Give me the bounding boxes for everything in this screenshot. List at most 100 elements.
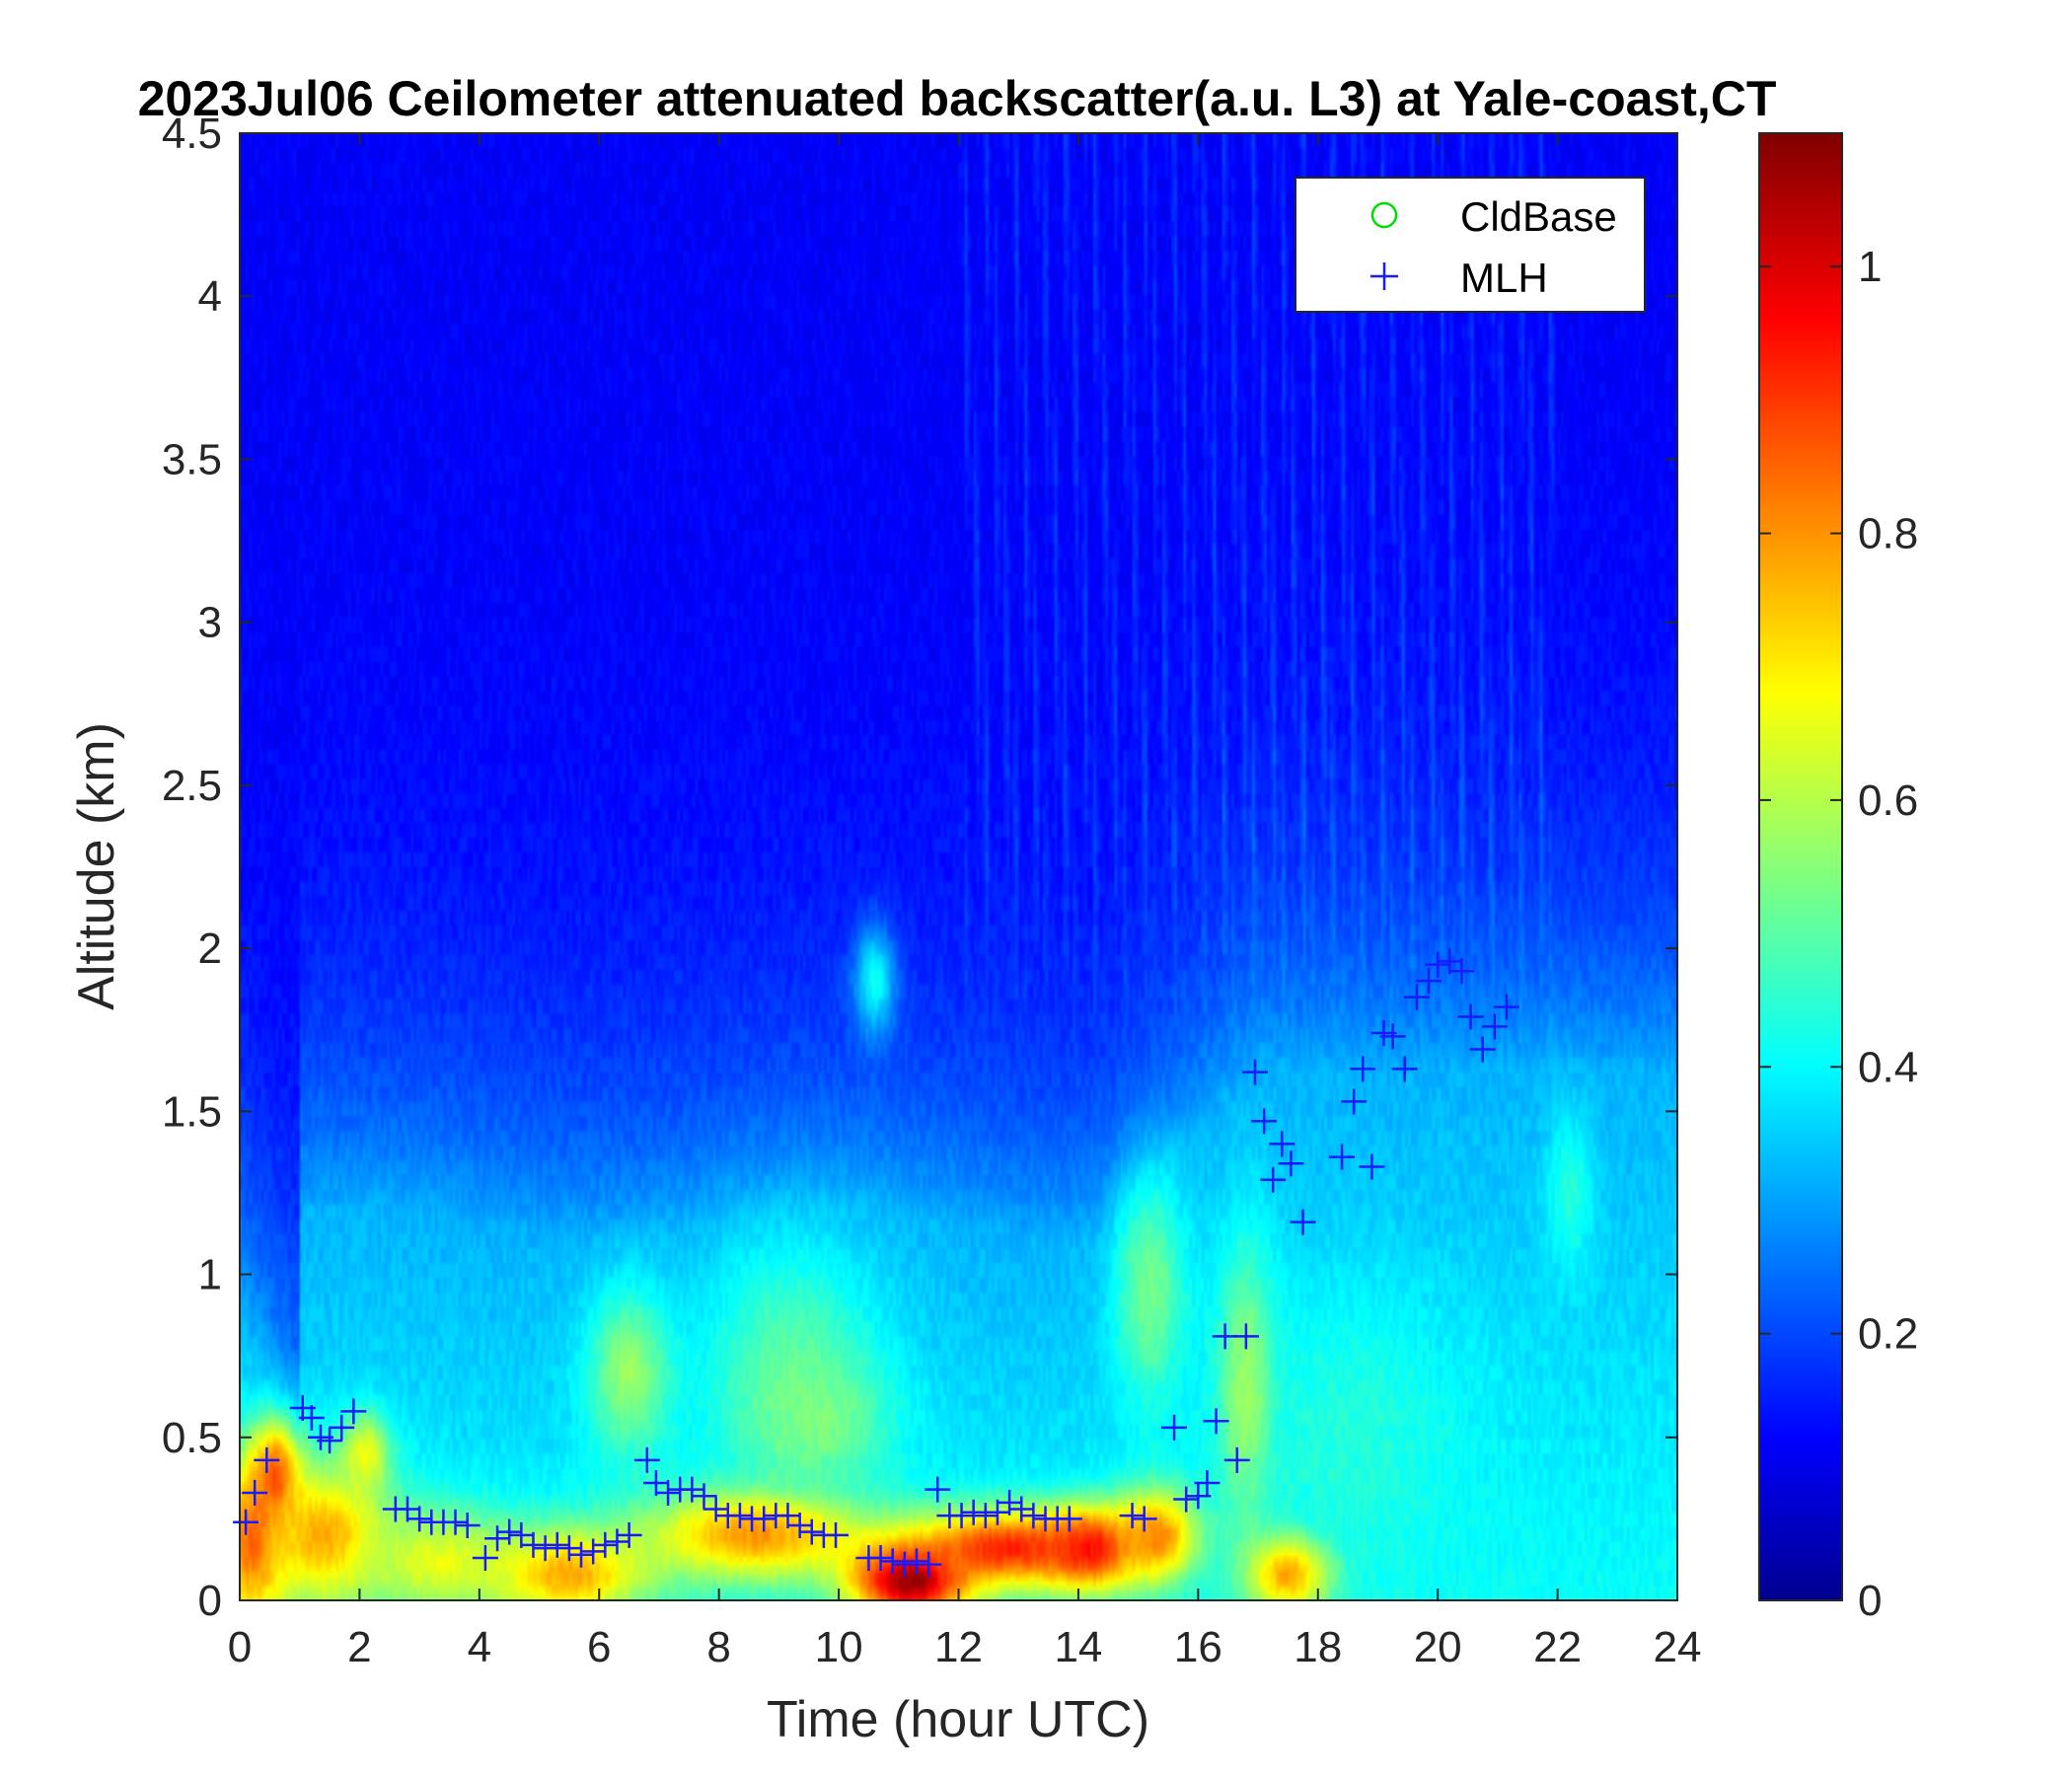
y-tick-label: 2.5 [162, 762, 222, 810]
mlh-point [1131, 1506, 1157, 1532]
mlh-point [1008, 1496, 1035, 1522]
mlh-point [1290, 1209, 1316, 1235]
mlh-point [1194, 1470, 1221, 1497]
mlh-point [786, 1512, 813, 1538]
mlh-point [1448, 958, 1475, 985]
mlh-point [972, 1503, 999, 1529]
mlh-point [254, 1446, 280, 1473]
mlh-point [1391, 1056, 1418, 1082]
mlh-point [1185, 1483, 1212, 1510]
x-tick-label: 4 [468, 1623, 491, 1671]
y-tick-label: 4 [198, 272, 222, 321]
mlh-point [1329, 1144, 1356, 1170]
x-axis-label: Time (hour UTC) [767, 1691, 1149, 1748]
mlh-point [1269, 1131, 1295, 1157]
y-axis-label: Altitude (km) [68, 722, 125, 1010]
mlh-point [655, 1479, 682, 1506]
legend: CldBase MLH [1295, 177, 1646, 313]
y-tick-label: 2 [198, 925, 222, 973]
y-tick-label: 0 [198, 1577, 222, 1625]
mlh-point [916, 1551, 942, 1578]
y-tick-label: 4.5 [162, 110, 222, 158]
legend-label-mlh: MLH [1460, 255, 1548, 301]
mlh-point [442, 1509, 469, 1535]
mlh-point [679, 1476, 705, 1503]
x-tick-label: 12 [934, 1623, 983, 1671]
mlh-point [1493, 994, 1519, 1020]
mlh-markers [233, 948, 1519, 1578]
colorbar-tick-label: 0 [1858, 1577, 1882, 1625]
colorbar-tick-label: 0.2 [1858, 1310, 1918, 1359]
mlh-point [298, 1404, 325, 1431]
x-tick-label: 14 [1054, 1623, 1102, 1671]
mlh-point [1119, 1503, 1146, 1529]
mlh-point [1203, 1408, 1229, 1435]
mlh-point [726, 1503, 753, 1529]
mlh-point [1251, 1108, 1278, 1135]
mlh-point [1242, 1059, 1269, 1085]
x-tick-label: 6 [587, 1623, 611, 1671]
mlh-point [1403, 984, 1430, 1010]
mlh-point [1260, 1166, 1287, 1193]
mlh-point [879, 1548, 906, 1575]
mlh-point [691, 1483, 717, 1510]
mlh-point [555, 1535, 582, 1562]
x-tick-label: 24 [1654, 1623, 1702, 1671]
mlh-point [340, 1398, 367, 1425]
colorbar-tick-label: 0.6 [1858, 777, 1918, 825]
heatmap-area [240, 133, 1677, 1600]
mlh-point [904, 1548, 930, 1575]
x-tick-label: 16 [1174, 1623, 1222, 1671]
mlh-point [604, 1528, 630, 1555]
mlh-point [1379, 1023, 1406, 1050]
mlh-point [633, 1446, 660, 1473]
x-tick-label: 18 [1294, 1623, 1342, 1671]
mlh-point [1341, 1088, 1368, 1115]
mlh-point [317, 1428, 343, 1454]
mlh-point [798, 1518, 825, 1545]
x-axis-ticks: 0 2 4 6 8 10 12 14 16 18 20 22 24 [228, 133, 1702, 1671]
mlh-point [1020, 1503, 1047, 1529]
y-tick-label: 1 [198, 1251, 222, 1299]
cldbase-legend-marker [1370, 201, 1398, 229]
mlh-point [1469, 1036, 1496, 1063]
mlh-point [472, 1545, 498, 1572]
y-tick-label: 3.5 [162, 435, 222, 483]
y-tick-label: 1.5 [162, 1087, 222, 1136]
y-tick-label: 3 [198, 599, 222, 647]
mlh-point [242, 1479, 268, 1506]
mlh-point [1359, 1153, 1385, 1180]
mlh-point [592, 1531, 619, 1558]
mlh-point [568, 1541, 595, 1568]
colorbar-frame [1758, 132, 1843, 1601]
mlh-point [867, 1545, 894, 1572]
x-tick-label: 10 [815, 1623, 863, 1671]
legend-label-cldbase: CldBase [1460, 193, 1617, 240]
colorbar-tick-label: 0.4 [1858, 1043, 1918, 1091]
x-tick-label: 2 [347, 1623, 371, 1671]
backscatter-heatmap [240, 133, 1677, 1600]
legend-box [1295, 177, 1646, 313]
colorbar-tick-label: 0.8 [1858, 510, 1918, 558]
mlh-point [520, 1531, 547, 1558]
x-tick-label: 0 [228, 1623, 252, 1671]
mlh-point [616, 1521, 642, 1548]
mlh-point [891, 1551, 918, 1578]
mlh-point [751, 1506, 777, 1532]
mlh-point [1457, 1003, 1484, 1030]
chart-title: 2023Jul06 Ceilometer attenuated backscat… [138, 71, 1777, 126]
mlh-point [233, 1509, 259, 1535]
mlh-legend-marker [1370, 262, 1398, 290]
x-tick-label: 8 [706, 1623, 730, 1671]
colorbar-tick-label: 1 [1858, 243, 1882, 291]
mlh-point [1232, 1323, 1259, 1350]
mlh-point [1056, 1506, 1082, 1532]
mlh-point [1481, 1013, 1508, 1040]
x-tick-label: 20 [1414, 1623, 1462, 1671]
mlh-point [532, 1535, 558, 1562]
mlh-point [1416, 968, 1443, 995]
mlh-point [960, 1499, 987, 1525]
colorbar-gradient [1759, 133, 1842, 1600]
y-tick-label: 0.5 [162, 1414, 222, 1462]
